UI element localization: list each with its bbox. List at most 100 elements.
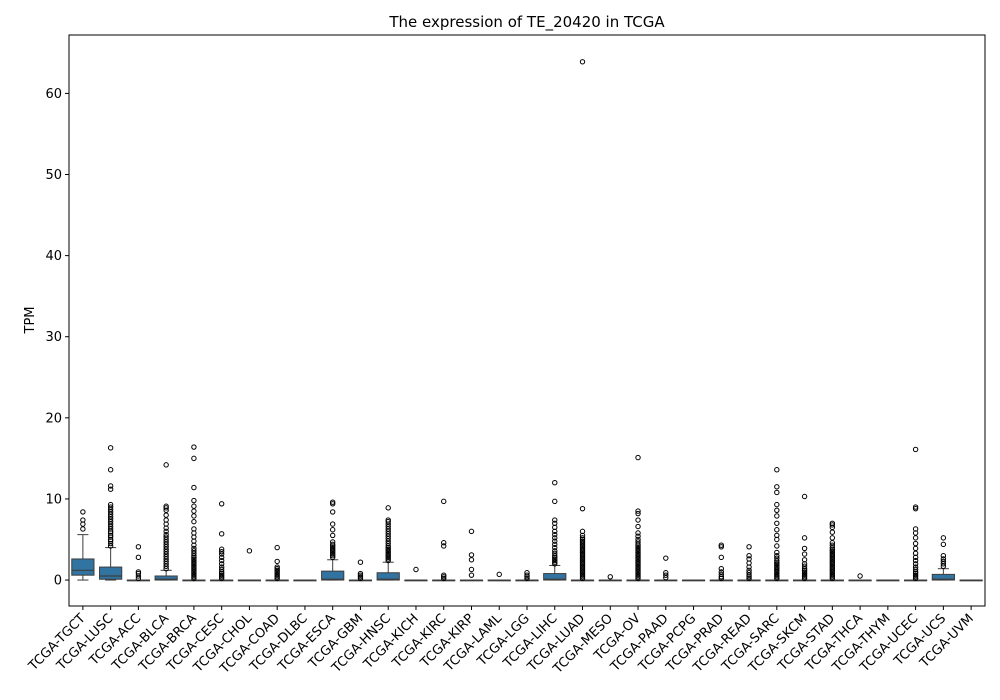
outlier-point (829, 522, 836, 528)
outlier-point (746, 567, 752, 574)
box-tcga-cesc (210, 501, 234, 582)
plot-area (71, 59, 983, 582)
outlier-point (718, 565, 725, 572)
outlier-point (912, 561, 919, 567)
y-tick-label: 60 (45, 87, 62, 102)
outlier-point (857, 573, 863, 579)
outlier-point (80, 517, 86, 523)
outlier-point (607, 574, 613, 580)
outlier-point (718, 542, 725, 548)
outlier-point (746, 556, 752, 562)
outlier-point (552, 517, 558, 523)
outlier-point (912, 557, 919, 564)
outlier-point (552, 556, 558, 562)
outlier-point (329, 532, 336, 539)
outlier-point (579, 528, 586, 535)
outlier-point (524, 575, 530, 582)
outlier-point (191, 508, 197, 514)
outlier-point (912, 504, 919, 510)
outlier-point (774, 467, 780, 473)
outlier-point (274, 567, 280, 574)
outlier-point (552, 535, 558, 541)
outlier-point (774, 520, 780, 526)
outlier-point (774, 532, 780, 539)
iqr-box (543, 573, 567, 581)
outlier-point (135, 544, 142, 550)
outlier-point (107, 467, 114, 473)
outlier-point (663, 570, 669, 576)
box-tcga-acc (126, 544, 150, 582)
outlier-point (663, 572, 669, 578)
outlier-point (774, 543, 780, 549)
outlier-point (774, 513, 780, 519)
outlier-point (357, 559, 364, 565)
outlier-point (329, 521, 336, 527)
y-tick-label: 0 (54, 574, 62, 589)
outlier-point (191, 455, 197, 462)
outlier-point (218, 554, 225, 561)
outlier-point (801, 557, 808, 563)
outlier-point (385, 546, 391, 552)
box-tcga-uvm (959, 579, 983, 582)
outlier-point (552, 550, 558, 556)
outlier-point (635, 454, 641, 461)
outlier-point (246, 548, 253, 554)
outlier-point (274, 544, 280, 551)
outlier-point (829, 520, 836, 526)
outlier-point (552, 541, 558, 548)
outlier-point (663, 555, 669, 561)
box-tcga-read (737, 544, 761, 582)
outlier-point (718, 554, 725, 561)
outlier-point (552, 538, 558, 544)
outlier-point (801, 535, 808, 541)
outlier-point (191, 545, 197, 552)
outlier-point (441, 540, 447, 546)
outlier-point (912, 572, 919, 578)
outlier-point (579, 538, 586, 544)
outlier-point (635, 536, 641, 543)
outlier-point (774, 484, 780, 490)
outlier-point (940, 535, 947, 541)
outlier-point (912, 545, 919, 552)
outlier-point (163, 505, 169, 511)
axes-frame (68, 34, 986, 607)
outlier-point (191, 513, 197, 519)
box-tcga-brca (182, 444, 206, 582)
box-tcga-lusc (99, 445, 123, 581)
outlier-point (468, 566, 475, 573)
box-tcga-thym (876, 579, 900, 582)
outlier-point (80, 509, 86, 515)
box-tcga-sarc (765, 467, 789, 582)
outlier-point (329, 544, 336, 551)
box-tcga-luad (570, 59, 595, 582)
iqr-box (321, 570, 345, 581)
outlier-point (191, 444, 197, 450)
box-tcga-ucs (931, 535, 955, 581)
outlier-point (218, 546, 225, 552)
outlier-point (329, 501, 336, 507)
outlier-point (635, 544, 641, 551)
box-tcga-laml (487, 571, 511, 582)
outlier-point (552, 544, 558, 551)
outlier-point (107, 483, 114, 489)
box-tcga-chol (237, 548, 262, 582)
outlier-point (524, 572, 530, 578)
outlier-point (774, 527, 780, 533)
outlier-point (80, 526, 86, 532)
outlier-point (912, 446, 919, 453)
outlier-point (635, 523, 641, 530)
outlier-point (940, 541, 947, 548)
outlier-point (912, 540, 919, 547)
outlier-point (218, 531, 225, 537)
outlier-point (718, 544, 725, 550)
outlier-point (329, 541, 336, 548)
outlier-point (385, 505, 391, 511)
y-tick-label: 30 (45, 330, 62, 345)
outlier-point (135, 570, 142, 577)
outlier-point (191, 556, 197, 562)
outlier-point (829, 535, 836, 541)
outlier-point (579, 535, 586, 541)
outlier-point (718, 571, 725, 578)
outlier-point (912, 535, 919, 541)
outlier-point (746, 575, 752, 582)
